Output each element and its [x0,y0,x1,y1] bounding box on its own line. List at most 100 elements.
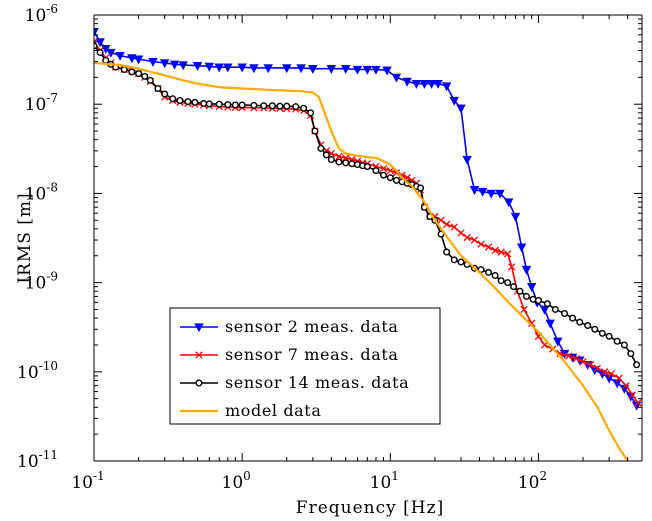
data-point [634,399,642,407]
data-point [296,64,306,74]
data-point [462,155,472,165]
data-point [607,370,615,378]
legend-label: model data [225,401,321,420]
legend-label: sensor 2 meas. data [225,317,399,336]
data-point [579,357,587,366]
data-point [326,65,337,74]
data-point [469,186,480,195]
data-point [569,314,577,322]
tick-label-layer: 10-1 100 101 102 10-6 10-7 10-8 10-9 10-10 10-11 [17,2,547,493]
data-point [572,355,580,363]
data-point [342,154,350,162]
data-point [497,248,505,256]
data-point [342,159,350,167]
data-point [553,337,563,347]
data-point [362,65,373,75]
data-point [371,65,381,75]
data-point [605,332,613,340]
data-point [601,368,609,376]
data-point [628,391,636,399]
series-3 [94,42,641,369]
data-point [386,166,394,175]
data-point [283,102,291,110]
data-point [348,160,356,168]
data-point [178,61,188,71]
data-point [426,79,437,89]
data-point [215,100,223,108]
data-point [615,374,623,382]
data-point [352,65,363,75]
data-point [382,66,392,76]
data-point [95,38,105,48]
data-point [398,171,406,179]
data-point [102,56,110,64]
data-point [477,266,485,274]
data-point [335,158,343,166]
data-point [308,65,318,74]
data-point [433,79,443,89]
data-point [457,229,465,237]
data-point [551,305,559,313]
data-point [161,90,169,98]
data-point [591,325,599,333]
legend-marker [194,323,204,333]
data-point [516,243,527,253]
data-point [311,127,319,135]
x-tick-label: 102 [518,469,547,493]
data-point [441,82,452,92]
data-point [484,243,493,251]
data-point [576,318,584,326]
data-point [94,28,99,37]
y-tick-label: 10-11 [17,448,58,472]
series-4 [94,61,629,461]
data-point [224,101,232,109]
data-point [191,98,199,106]
y-tick-label: 10-6 [25,2,58,26]
data-point [141,72,149,80]
data-point [135,70,143,78]
data-point [516,287,524,295]
data-point [627,350,635,358]
x-tick-label: 10-1 [71,469,104,493]
data-point [504,279,512,287]
data-point [463,233,471,242]
data-point [491,272,499,280]
series-line [94,41,639,404]
legend-label: sensor 14 meas. data [225,373,409,392]
data-point [510,212,521,222]
data-point [620,341,628,349]
data-point [520,305,528,314]
legend-entry: sensor 7 meas. data [180,345,398,364]
y-tick-label: 10-8 [25,180,58,204]
data-point [120,65,128,73]
data-point [146,76,154,84]
data-point [450,223,458,231]
plot-frame [93,14,643,462]
data-point [486,189,496,199]
data-point [598,329,606,337]
data-point [96,48,104,56]
data-point [504,250,512,258]
data-point [154,84,162,92]
data-point [386,174,394,182]
legend-items: sensor 2 meas. data sensor 7 meas. data se… [180,317,409,420]
data-point [449,96,459,106]
data-point [214,63,224,73]
data-point [622,381,630,390]
data-point [200,99,208,107]
data-point [443,248,451,256]
y-axis-title: IRMS [m] [15,192,35,283]
data-point [508,263,516,271]
data-point [450,256,458,264]
data-point [457,258,465,266]
data-point [504,198,514,208]
data-point [392,176,400,184]
data-point [470,236,479,244]
data-point [341,65,351,74]
data-point [391,73,402,83]
y-tick-label: 10-10 [17,359,58,383]
data-point [491,246,499,254]
data-point [115,52,125,61]
data-point [477,187,488,197]
